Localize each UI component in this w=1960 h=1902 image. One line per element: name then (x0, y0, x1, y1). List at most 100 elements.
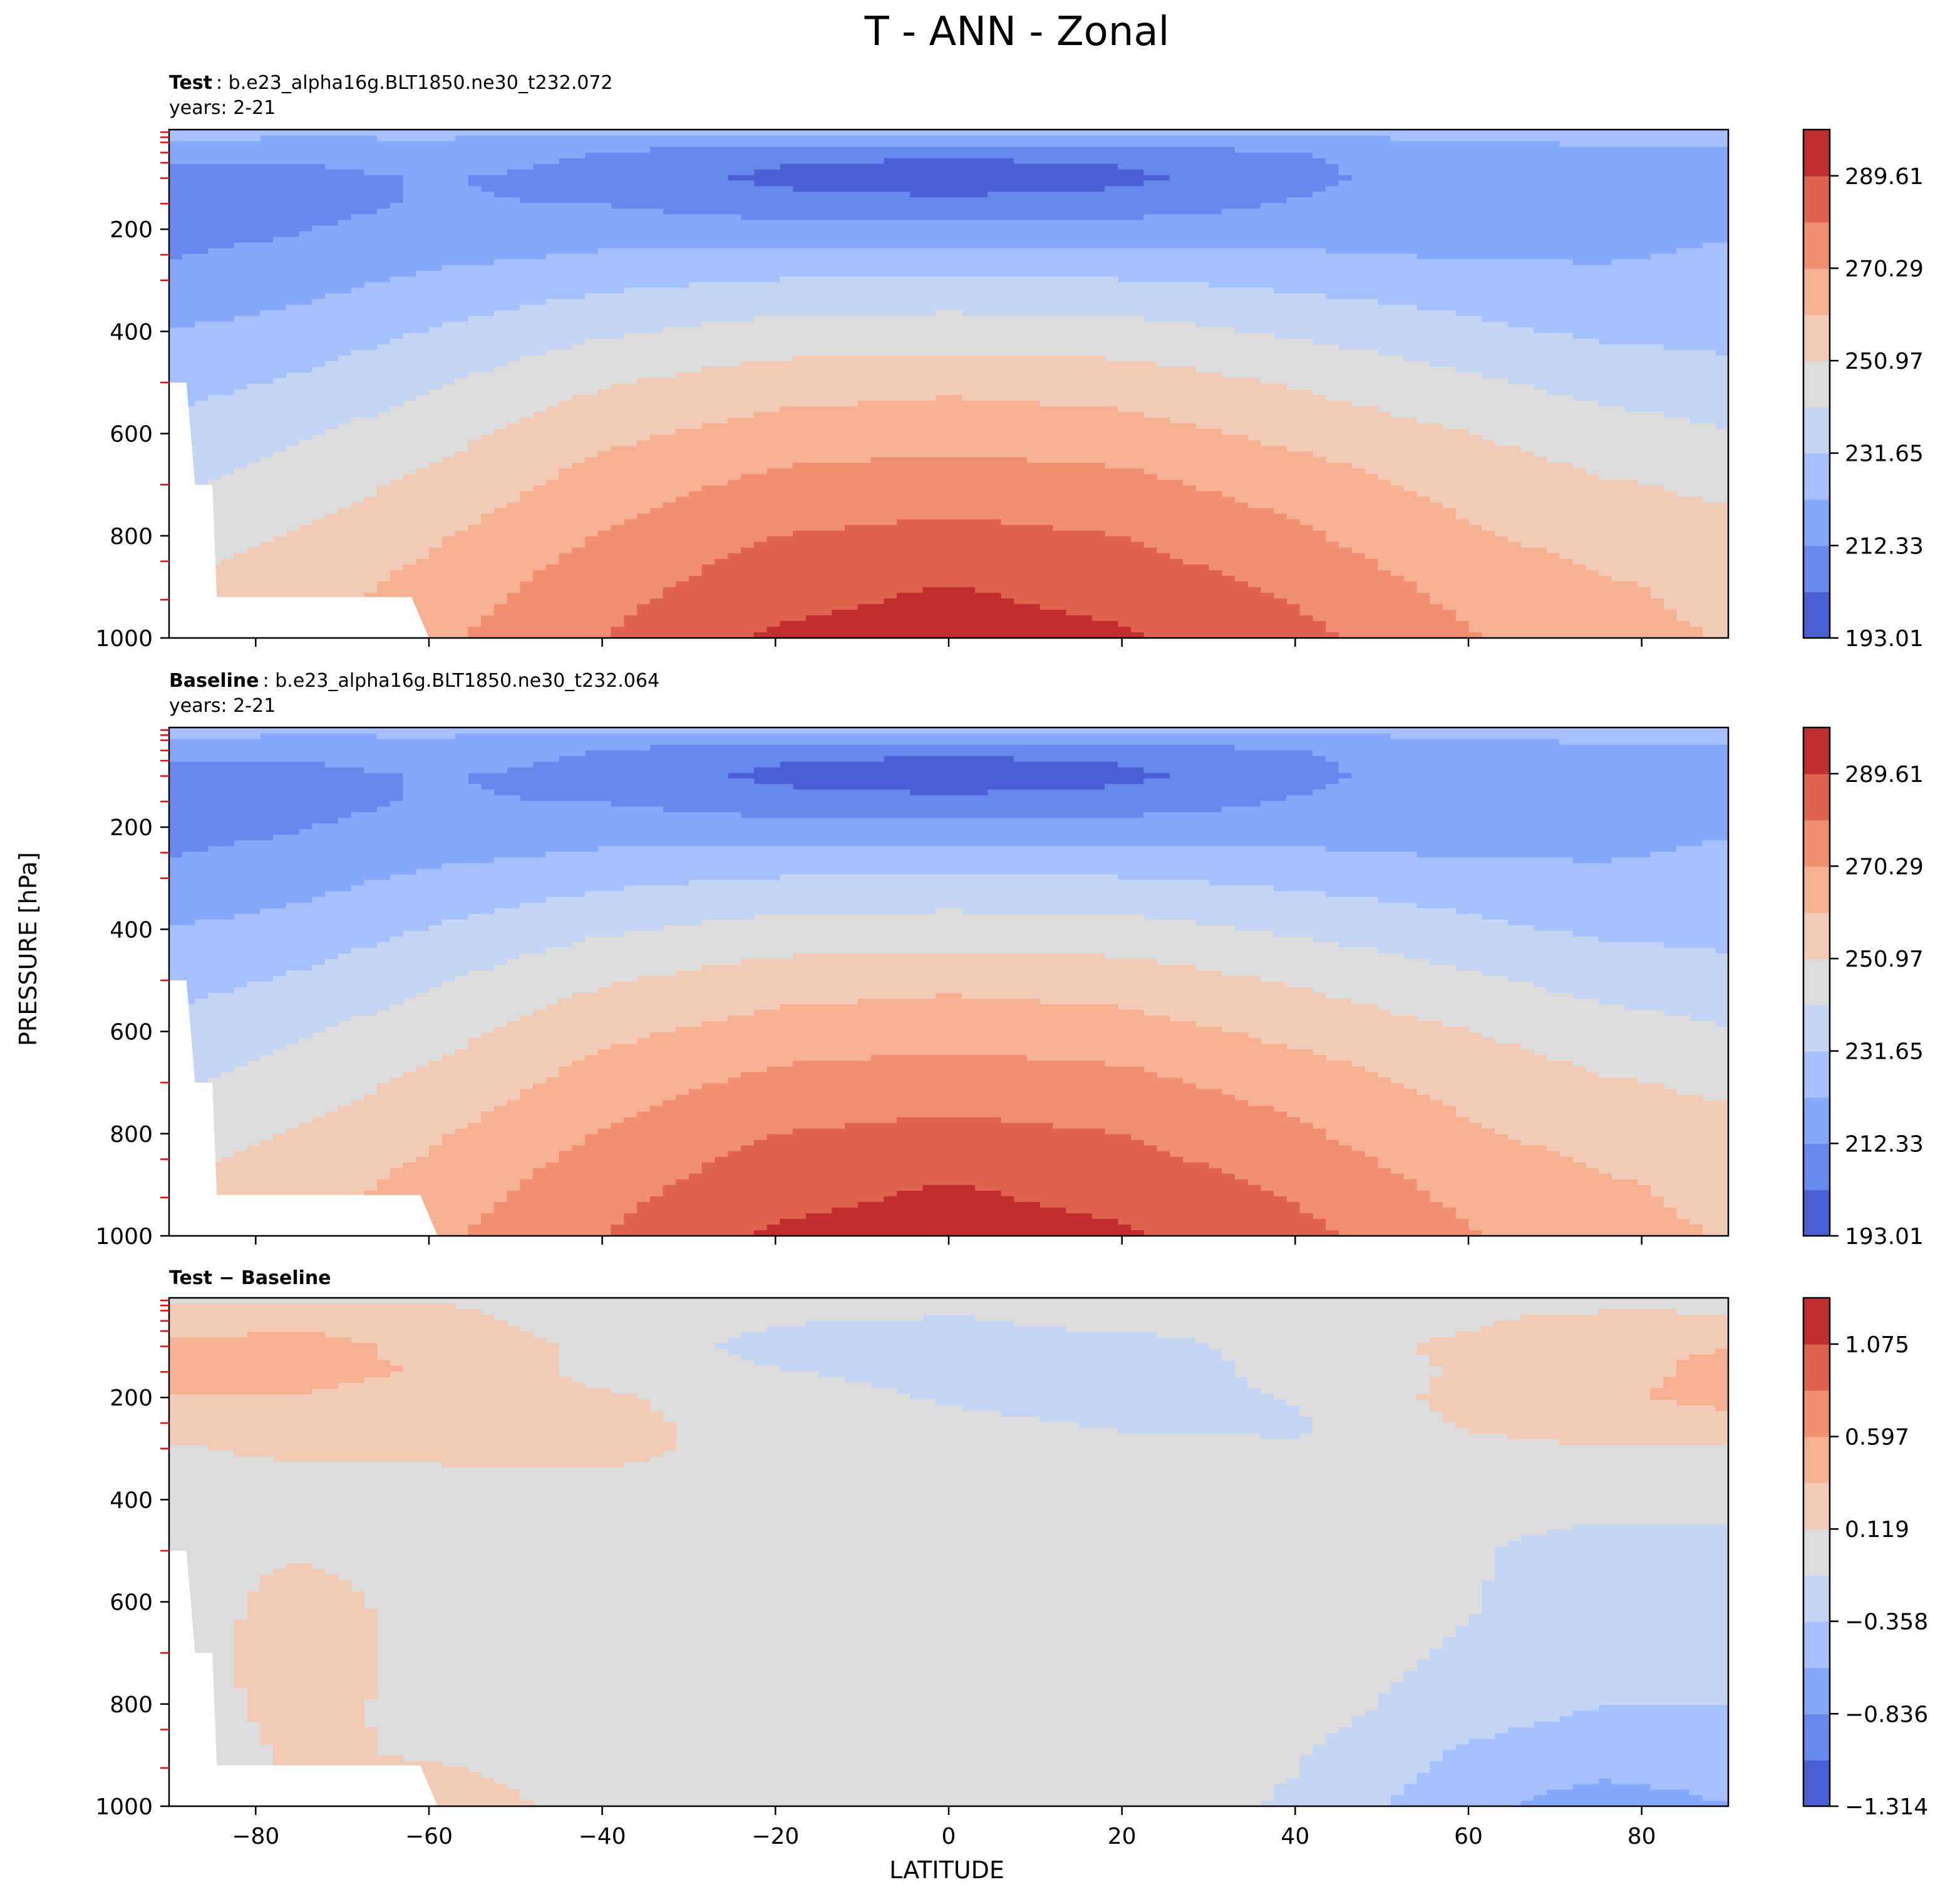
colorbar-tick-label: 289.61 (1845, 762, 1924, 788)
colorbar-segment (1803, 1760, 1830, 1807)
colorbar-segment (1803, 1621, 1830, 1668)
x-axis-label: LATITUDE (889, 1856, 1004, 1884)
colorbar-segment (1803, 453, 1830, 500)
contour-level-0 (728, 756, 1170, 796)
x-tick-label: −60 (405, 1824, 453, 1849)
contour-level-5 (169, 1298, 1729, 1807)
panel-test: 200 400 600 800 1000 Test: b.e23_alpha16g.BLT… (95, 72, 1924, 652)
y-tick-label: 1000 (95, 1794, 153, 1820)
y-tick-label: 600 (110, 1590, 153, 1616)
colorbar-tick-label: 231.65 (1845, 1039, 1924, 1065)
colorbar-segment (1803, 1714, 1830, 1761)
colorbar-segment (1803, 1483, 1830, 1529)
colorbar-segment (1803, 1667, 1830, 1715)
colorbar-segment (1803, 1529, 1830, 1576)
colorbar-tick-label: 270.29 (1845, 854, 1924, 880)
contour-level-8 (468, 457, 1482, 639)
y-tick-label: 1000 (95, 626, 153, 652)
x-tick-label: 80 (1627, 1824, 1656, 1849)
colorbar-segment (1803, 959, 1830, 1005)
y-tick-label: 400 (110, 1488, 153, 1513)
y-tick-label: 200 (110, 217, 153, 243)
contour-level-3 (169, 727, 1729, 1010)
y-tick-label: 400 (110, 319, 153, 345)
panel-baseline: 200 400 600 800 1000 Baseline: b.e23_alpha16g… (95, 670, 1924, 1250)
colorbar-frame (1802, 1297, 1831, 1807)
colorbar-tick-label: −0.358 (1845, 1610, 1928, 1635)
colorbar-segment (1803, 592, 1830, 639)
y-tick-label: 800 (110, 1692, 153, 1718)
colorbar-segment (1803, 130, 1830, 177)
y-axis-label: PRESSURE [hPa] (14, 852, 42, 1046)
x-tick-label: −40 (579, 1824, 626, 1849)
contour-field (169, 130, 1729, 639)
contour-level-7 (338, 395, 1703, 639)
contour-level-6 (169, 355, 1729, 639)
colorbar-segment (1803, 1390, 1830, 1437)
colorbar-tick-label: −1.314 (1845, 1794, 1928, 1820)
contour-level-5 (169, 310, 1729, 582)
colorbar-segment (1803, 499, 1830, 547)
panel-label-bold: Test − Baseline (169, 1267, 331, 1289)
colorbar-tick-label: 212.33 (1845, 1131, 1924, 1157)
contour-level-7 (169, 1332, 1729, 1412)
colorbar-segment (1803, 820, 1830, 867)
contour-level-3 (1390, 1704, 1729, 1807)
colorbar: −1.314 −0.836 −0.358 0.119 0.597 1.075 (1802, 1297, 1928, 1820)
colorbar-frame (1802, 726, 1831, 1237)
colorbar-segment (1803, 406, 1830, 454)
colorbar-segment (1803, 912, 1830, 959)
colorbar-tick-label: 270.29 (1845, 256, 1924, 282)
panel-label: Test − Baseline (169, 1267, 331, 1289)
panel-label-bold: Baseline (169, 670, 259, 692)
contour-level-0 (728, 158, 1170, 198)
contour-field (169, 1298, 1729, 1807)
y-tick-label: 600 (110, 1020, 153, 1046)
y-tick-label: 400 (110, 917, 153, 943)
colorbar-segment (1803, 773, 1830, 821)
panel-label-case: : b.e23_alpha16g.BLT1850.ne30_t232.064 (263, 670, 660, 692)
panel-label-bold: Test (169, 72, 212, 94)
colorbar-segment (1803, 361, 1830, 408)
y-tick-label: 200 (110, 815, 153, 841)
terrain-mask (169, 383, 429, 638)
contour-level-5 (169, 908, 1729, 1180)
colorbar-tick-label: 231.65 (1845, 441, 1924, 467)
x-tick-label: −80 (232, 1824, 279, 1849)
x-tick-label: 40 (1281, 1824, 1309, 1849)
panel-label: Test: b.e23_alpha16g.BLT1850.ne30_t232.0… (169, 72, 613, 94)
y-tick-label: 1000 (95, 1224, 153, 1250)
colorbar: 193.01 212.33 231.65 250.97 270.29 289.61 (1802, 128, 1924, 652)
y-tick-label: 800 (110, 524, 153, 550)
contour-level-4 (714, 1315, 1729, 1807)
contour-level-7 (338, 993, 1703, 1236)
colorbar-segment (1803, 1051, 1830, 1098)
colorbar-segment (1803, 1097, 1830, 1144)
colorbar-segment (1803, 1344, 1830, 1391)
colorbar-segment (1803, 1190, 1830, 1236)
contour-level-10 (753, 587, 1144, 639)
colorbar-tick-label: 193.01 (1845, 626, 1924, 652)
panel-diff: 200 400 600 800 1000 −80 −60 −40 −20 0 20 40 60 80 Tes… (95, 1267, 1928, 1849)
colorbar: 193.01 212.33 231.65 250.97 270.29 289.61 (1802, 726, 1924, 1250)
colorbar-segment (1803, 1004, 1830, 1052)
colorbar-tick-label: 1.075 (1845, 1332, 1909, 1358)
x-tick-label: 0 (942, 1824, 956, 1849)
y-tick-label: 200 (110, 1385, 153, 1411)
terrain-mask (169, 980, 438, 1236)
colorbar-segment (1803, 727, 1830, 774)
colorbar-segment (1803, 222, 1830, 269)
contour-level-9 (611, 519, 1339, 639)
colorbar-segment (1803, 314, 1830, 361)
colorbar-tick-label: 289.61 (1845, 164, 1924, 190)
colorbar-segment (1803, 1436, 1830, 1484)
colorbar-tick-label: 250.97 (1845, 947, 1924, 972)
contour-level-2 (169, 135, 1729, 328)
x-tick-label: −20 (751, 1824, 799, 1849)
terrain-mask (169, 1551, 438, 1806)
panel-years: years: 2-21 (169, 695, 276, 717)
colorbar-frame (1802, 128, 1831, 639)
colorbar-segment (1803, 545, 1830, 592)
contour-level-6 (169, 953, 1729, 1236)
